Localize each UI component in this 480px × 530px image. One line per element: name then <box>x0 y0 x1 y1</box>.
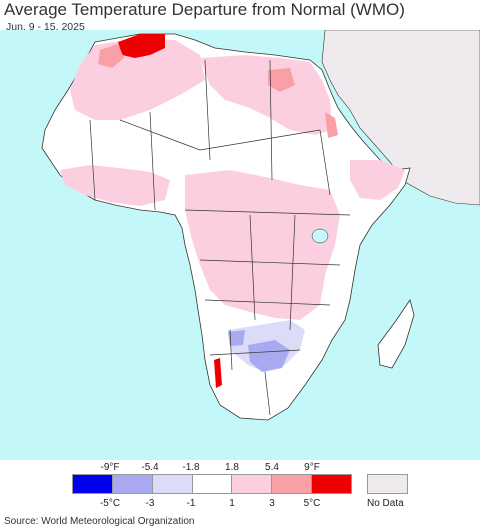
map-area <box>0 30 480 460</box>
legend-c-tick-3: -1 <box>186 498 196 509</box>
legend-nodata-label: No Data <box>367 498 404 509</box>
madagascar-island <box>377 299 415 369</box>
legend-c-tick-4: 1 <box>229 498 235 509</box>
legend-c-tick-6: 5°C <box>303 498 321 509</box>
hot-spot-maghreb <box>118 34 165 58</box>
warm-region-north-east <box>200 55 332 135</box>
legend-f-tick-5: 5.4 <box>265 462 279 473</box>
warm-region-east-horn <box>350 160 405 200</box>
legend-swatch-5 <box>231 475 272 493</box>
legend-nodata-swatch <box>367 474 408 494</box>
legend-c-tick-2: -3 <box>145 498 155 509</box>
legend-swatch-3 <box>151 475 192 493</box>
hot-spot-red-sea <box>325 112 338 138</box>
legend-swatch-7 <box>311 475 352 493</box>
legend-f-tick-1: -9°F <box>100 462 120 473</box>
lake-victoria <box>311 228 329 244</box>
legend-swatch-1 <box>73 475 112 493</box>
hot-spot-maghreb-halo <box>98 44 124 68</box>
hot-spot-namibia-coast <box>214 358 222 388</box>
legend-color-bar <box>72 474 352 494</box>
legend-f-tick-6: 9°F <box>304 462 320 473</box>
africa-temperature-map <box>41 30 480 421</box>
legend-f-tick-2: -5.4 <box>141 462 159 473</box>
warm-region-central <box>185 170 340 320</box>
legend-swatch-2 <box>111 475 152 493</box>
warm-region-west <box>60 165 170 206</box>
cool-region-angola-south <box>228 330 245 346</box>
arabia-nodata-region <box>321 30 480 206</box>
country-borders <box>89 59 351 416</box>
legend-f-tick-3: -1.8 <box>182 462 200 473</box>
source-credit: Source: World Meteorological Organizatio… <box>4 516 195 527</box>
legend-c-tick-1: -5°C <box>99 498 121 509</box>
legend-swatch-6 <box>271 475 312 493</box>
hot-spot-egypt <box>268 68 295 92</box>
cool-region-botswana <box>248 340 290 372</box>
legend-c-tick-5: 3 <box>269 498 275 509</box>
legend-swatch-4 <box>191 475 232 493</box>
legend-f-tick-4: 1.8 <box>225 462 239 473</box>
page-title: Average Temperature Departure from Norma… <box>4 0 405 19</box>
